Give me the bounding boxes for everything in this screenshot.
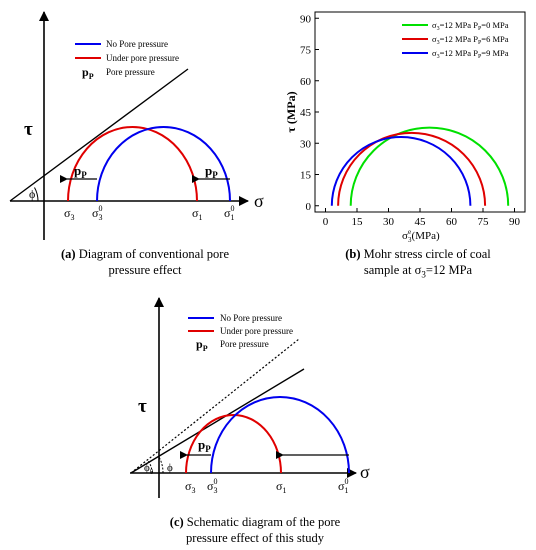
panel-c-no-pore-circle [210, 396, 350, 474]
panel-a: τ σ ϕ pP pP σ3 σ0 3 σ1 σ0 1 No Pore pressu… [9, 11, 264, 240]
legend-under-pore: Under pore pressure [106, 53, 179, 63]
panel-c-phi-label: ϕ [167, 462, 173, 474]
x-tick-label: 0 [323, 216, 329, 228]
panel-c-legend: No Pore pressure Under pore pressure pP … [188, 313, 293, 353]
x-tick-label: 45 [415, 216, 427, 228]
panel-a-phi-label: ϕ [29, 187, 35, 201]
panel-b-x-axis-label: σe 3(MPa) [402, 228, 440, 244]
caption-b: (b) Mohr stress circle of coal sample at… [345, 247, 491, 280]
panel-c-sigma01-label: σ0 1 [338, 477, 348, 495]
panel-a-legend: No Pore pressure Under pore pressure pP … [75, 39, 179, 81]
panel-c-sigma3-label: σ3 [185, 479, 195, 495]
panel-c-phi0-label: ϕ0 [144, 462, 154, 476]
panel-a-angle-arc [34, 187, 39, 202]
y-tick-label: 90 [300, 13, 312, 25]
panel-a-failure-envelope [9, 68, 189, 202]
panel-b-ticks: 0 15 30 45 60 75 90 0 15 30 45 60 75 90 [300, 13, 521, 228]
legend-entry-1: σ3=12 MPa PP=6 MPa [432, 34, 509, 46]
legend-pp-text: Pore pressure [220, 339, 269, 349]
mohr-circle-series-1 [337, 131, 487, 206]
caption-a: (a) Diagram of conventional pore pressur… [61, 247, 229, 277]
y-tick-label: 60 [300, 76, 312, 88]
y-tick-label: 45 [300, 107, 312, 119]
panel-c-envelope-dotted [130, 338, 300, 474]
panel-a-tau-label: τ [24, 119, 33, 140]
panel-c-sigma-label: σ [360, 462, 370, 482]
x-tick-label: 15 [352, 216, 364, 228]
panel-c-angle-arc-0 [147, 459, 153, 474]
panel-a-no-pore-circle [96, 126, 231, 202]
panel-a-pp-right: pP [205, 163, 218, 180]
mohr-circle-series-2 [330, 136, 472, 206]
legend-no-pore: No Pore pressure [220, 313, 282, 323]
panel-a-sigma03-label: σ0 3 [92, 204, 102, 222]
panel-b-legend: σ3=12 MPa PP=0 MPa σ3=12 MPa PP=6 MPa σ3=1… [402, 20, 509, 60]
panel-b-y-axis-label: τ (MPa) [284, 91, 298, 132]
panel-c-under-pore-circle [185, 414, 282, 474]
panel-c-angle-arc [158, 456, 164, 474]
panel-a-sigma3-label: σ3 [64, 206, 74, 222]
panel-a-under-pore-circle [67, 126, 198, 202]
panel-c-tau-label: τ [138, 396, 147, 417]
legend-entry-0: σ3=12 MPa PP=0 MPa [432, 20, 509, 32]
panel-c-pp-label: pP [198, 437, 211, 454]
panel-c: τ σ ϕ0 ϕ pP σ3 σ0 3 σ1 σ0 1 No Pore pressu… [130, 297, 370, 498]
y-tick-label: 30 [300, 138, 312, 150]
panel-a-sigma-label: σ [254, 191, 264, 211]
x-tick-label: 60 [446, 216, 458, 228]
x-tick-label: 75 [478, 216, 490, 228]
panel-a-pp-left: pP [74, 163, 87, 180]
y-tick-label: 15 [300, 170, 312, 182]
legend-pp-symbol: pP [82, 65, 94, 81]
x-tick-label: 90 [509, 216, 521, 228]
legend-under-pore: Under pore pressure [220, 326, 293, 336]
legend-pp-symbol: pP [196, 337, 208, 353]
legend-pp-text: Pore pressure [106, 67, 155, 77]
y-tick-label: 0 [306, 201, 312, 213]
x-tick-label: 30 [383, 216, 395, 228]
legend-entry-2: σ3=12 MPa PP=9 MPa [432, 48, 509, 60]
panel-a-sigma1-label: σ1 [192, 206, 202, 222]
panel-c-sigma03-label: σ0 3 [207, 477, 217, 495]
legend-no-pore: No Pore pressure [106, 39, 168, 49]
panel-c-envelope-solid [130, 368, 305, 474]
mohr-circle-series-0 [349, 126, 510, 206]
y-tick-label: 75 [300, 45, 312, 57]
panel-b-circles [330, 126, 510, 206]
panel-b: 0 15 30 45 60 75 90 0 15 30 45 60 75 90 τ (MPa) σe 3(M… [284, 11, 526, 244]
caption-c: (c) Schematic diagram of the pore pressu… [169, 515, 341, 545]
panel-a-sigma01-label: σ0 1 [224, 204, 234, 222]
panel-c-sigma1-label: σ1 [276, 479, 286, 495]
